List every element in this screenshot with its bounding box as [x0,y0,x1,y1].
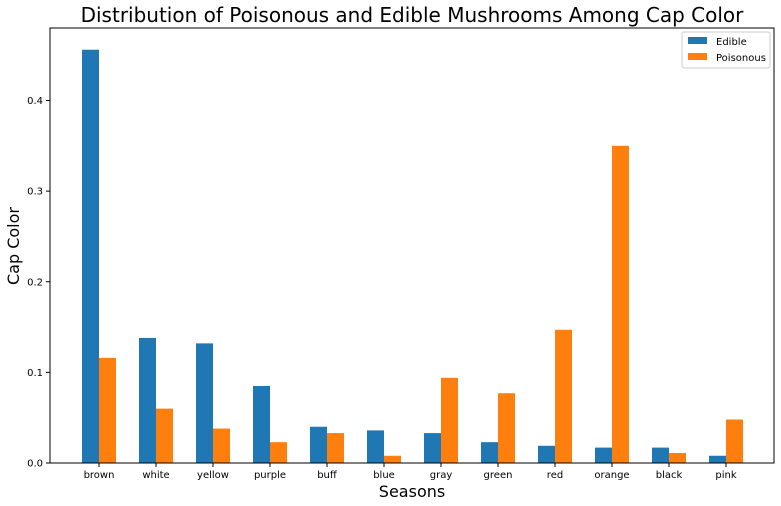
legend-label-edible: Edible [716,37,747,48]
bar-poisonous-brown [99,357,116,463]
x-tick-label-purple: purple [254,470,286,481]
bar-edible-yellow [196,343,213,463]
bar-poisonous-gray [441,377,458,463]
y-axis-label: Cap Color [4,207,23,285]
bar-poisonous-red [555,329,572,463]
y-tick-label: 0.4 [27,96,43,107]
bar-edible-purple [253,385,270,463]
legend-swatch-poisonous [688,53,707,60]
x-tick-label-pink: pink [715,470,736,481]
bar-edible-red [538,445,555,463]
bar-poisonous-blue [384,455,401,463]
bar-poisonous-black [669,453,686,463]
bar-poisonous-green [498,393,515,463]
x-tick-label-buff: buff [317,470,338,481]
x-tick-label-green: green [484,470,513,481]
x-tick-label-brown: brown [84,470,115,481]
x-tick-label-black: black [656,470,683,481]
bar-edible-buff [310,426,327,463]
bar-edible-orange [595,447,612,463]
legend-label-poisonous: Poisonous [716,53,766,64]
bar-edible-brown [82,49,99,463]
x-tick-label-red: red [547,470,563,481]
bar-poisonous-purple [270,442,287,463]
x-tick-label-orange: orange [594,470,629,481]
bar-poisonous-yellow [213,428,230,463]
x-axis: brown white yellow purple buff blue gray green r… [84,463,737,481]
bar-poisonous-white [156,408,173,463]
bar-poisonous-buff [327,433,344,463]
y-axis: 0.0 0.1 0.2 0.3 0.4 [27,96,50,470]
x-tick-label-gray: gray [430,470,453,481]
y-tick-label: 0.2 [27,277,43,288]
x-tick-label-white: white [142,470,169,481]
bar-edible-gray [424,433,441,463]
x-tick-label-blue: blue [373,470,395,481]
bar-edible-black [652,447,669,463]
bars-group [82,49,743,463]
y-tick-label: 0.3 [27,187,43,198]
x-tick-label-yellow: yellow [197,470,229,481]
legend: Edible Poisonous [681,31,771,69]
bar-edible-green [481,442,498,463]
bar-edible-pink [709,455,726,463]
y-tick-label: 0.1 [27,368,43,379]
bar-poisonous-pink [726,419,743,463]
bar-edible-white [139,337,156,463]
y-tick-label: 0.0 [27,459,43,470]
x-axis-label: Seasons [379,482,445,501]
bar-poisonous-orange [612,145,629,463]
chart-title: Distribution of Poisonous and Edible Mus… [81,3,745,27]
plot-frame [49,27,775,464]
bar-edible-blue [367,430,384,463]
legend-swatch-edible [688,37,707,44]
